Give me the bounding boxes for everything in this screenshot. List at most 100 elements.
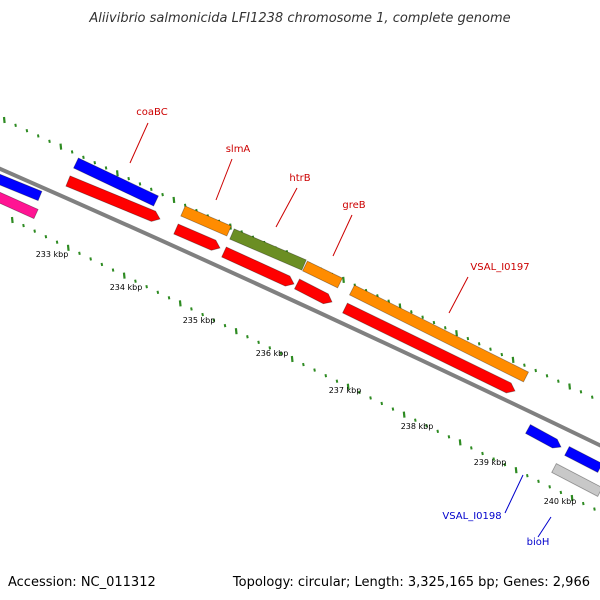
inner-tick-mark xyxy=(369,396,372,400)
inner-tick-mark xyxy=(134,279,137,283)
tick-label: 234 kbp xyxy=(110,283,143,292)
inner-tick-mark xyxy=(313,368,316,372)
inner-tick-mark xyxy=(447,435,451,439)
inner-tick-mark xyxy=(492,457,495,461)
inner-tick-mark xyxy=(346,383,350,390)
gene-label: coaBC xyxy=(136,107,167,118)
gene-label: slmA xyxy=(226,144,251,155)
inner-tick-mark xyxy=(212,318,216,322)
inner-tick-mark xyxy=(223,323,227,328)
inner-tick-mark xyxy=(559,490,563,495)
outer-tick-mark xyxy=(172,196,176,204)
inner-tick-mark xyxy=(425,424,428,428)
map-title: Aliivibrio salmonicida LFI1238 chromosom… xyxy=(88,11,510,26)
cds-VSAL_I0197 xyxy=(342,302,516,394)
feature-VSAL_I0197 xyxy=(348,284,530,383)
leader-line xyxy=(275,187,298,228)
inner-tick-mark xyxy=(548,485,551,489)
chromosome-backbone xyxy=(0,166,600,448)
feature-grey xyxy=(551,463,600,497)
summary-text: Topology: circular; Length: 3,325,165 bp… xyxy=(232,575,590,590)
outer-tick-mark xyxy=(161,192,164,197)
inner-tick-mark xyxy=(402,411,406,418)
outer-tick-mark xyxy=(466,336,470,341)
tick-label: 239 kbp xyxy=(474,458,507,467)
gene-label: greB xyxy=(342,200,365,211)
tick-label: 233 kbp xyxy=(36,250,69,259)
feature-VSAL_I0198 xyxy=(525,424,562,449)
inner-tick-mark xyxy=(10,216,14,224)
tick-label: 236 kbp xyxy=(256,349,289,358)
leader-line xyxy=(215,158,233,201)
feature-greB xyxy=(302,260,343,289)
inner-tick-mark xyxy=(66,244,70,251)
inner-tick-mark xyxy=(201,312,204,317)
inner-tick-mark xyxy=(145,285,148,289)
outer-tick-mark xyxy=(534,368,537,373)
inner-tick-mark xyxy=(503,462,507,467)
inner-tick-mark xyxy=(537,479,540,483)
outer-tick-mark xyxy=(432,320,436,325)
inner-tick-mark xyxy=(335,379,339,383)
inner-tick-mark xyxy=(358,390,361,395)
outer-tick-mark xyxy=(138,182,142,186)
outer-tick-mark xyxy=(568,383,572,390)
inner-tick-mark xyxy=(302,362,305,367)
inner-tick-mark xyxy=(78,251,81,256)
inner-tick-mark xyxy=(380,401,384,406)
inner-tick-mark xyxy=(570,494,574,502)
gene-label: VSAL_I0197 xyxy=(470,262,529,273)
inner-tick-mark xyxy=(234,328,238,335)
kbp-tick-labels: 233 kbp 234 kbp 235 kbp 236 kbp 237 kbp 238 k… xyxy=(36,250,577,506)
outer-tick-mark xyxy=(36,134,40,138)
inner-tick-mark xyxy=(55,240,59,244)
outer-tick-mark xyxy=(489,347,492,351)
tick-label: 237 kbp xyxy=(329,386,362,395)
inner-tick-mark xyxy=(581,501,585,506)
outer-tick-mark xyxy=(545,374,549,378)
gene-label: bioH xyxy=(527,537,550,548)
outer-tick-mark xyxy=(25,128,29,133)
outer-tick-mark xyxy=(342,276,345,284)
inner-tick-mark xyxy=(268,346,272,350)
leader-line xyxy=(504,474,524,514)
inner-tick-mark xyxy=(526,474,529,478)
cds-coaBC xyxy=(65,175,161,222)
inner-tick-mark xyxy=(414,418,417,422)
inner-tick-mark xyxy=(33,229,36,233)
outer-tick-mark xyxy=(387,299,391,303)
outer-tick-mark xyxy=(59,143,63,150)
outer-tick-mark xyxy=(579,390,583,394)
outer-tick-mark xyxy=(455,330,458,337)
feature-htrB xyxy=(229,228,307,271)
outer-tick-mark xyxy=(115,170,119,177)
inner-tick-mark xyxy=(178,300,182,307)
inner-tick-mark xyxy=(279,351,283,356)
outer-tick-mark xyxy=(500,352,504,357)
feature-slmA xyxy=(180,205,232,237)
inner-tick-mark xyxy=(22,223,25,228)
outer-tick-mark xyxy=(150,187,153,191)
inner-tick-mark xyxy=(190,307,193,311)
feature-partial-pink xyxy=(0,191,39,220)
feature-partial-blue xyxy=(0,173,43,202)
cds-greB xyxy=(293,278,333,305)
cds-slmA xyxy=(173,223,221,251)
outer-tick-mark xyxy=(104,166,108,170)
outer-tick-mark xyxy=(14,123,17,128)
outer-tick-mark xyxy=(93,160,97,165)
cds-htrB xyxy=(221,246,295,287)
inner-tick-mark xyxy=(257,340,260,345)
inner-tick-mark xyxy=(481,451,484,456)
leader-line xyxy=(537,516,552,538)
gene-label: VSAL_I0198 xyxy=(442,511,501,522)
inner-tick-mark xyxy=(111,268,115,272)
inner-tick-dots xyxy=(10,216,596,511)
inner-tick-mark xyxy=(324,373,328,378)
leader-line xyxy=(332,214,353,257)
inner-tick-mark xyxy=(514,467,518,474)
inner-tick-mark xyxy=(122,272,126,279)
leader-line xyxy=(129,122,149,164)
gene-labels: coaBC slmA htrB greB VSAL_I0197 VSAL_I0198bio… xyxy=(129,107,552,548)
